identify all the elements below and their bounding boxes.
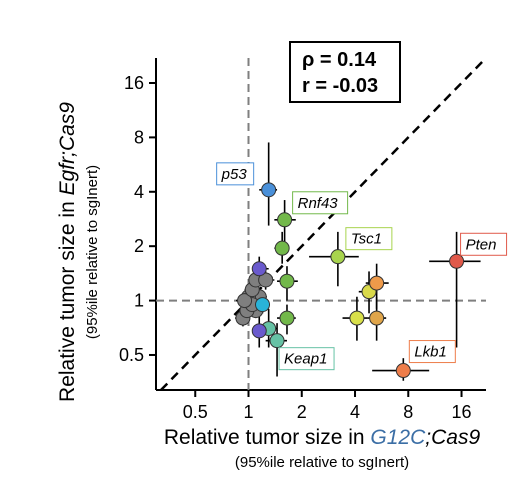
y-axis-subtitle: (95%ile relative to sgInert) — [84, 165, 101, 339]
y-tick-label: 1 — [134, 291, 144, 311]
y-tick-label: 16 — [124, 73, 144, 93]
data-point — [237, 293, 253, 309]
gene-label-box — [216, 162, 255, 186]
gene-label-box — [460, 232, 508, 256]
stats-box-frame — [289, 41, 401, 103]
gene-label-text: Lkb1 — [414, 344, 447, 361]
gene-label-text: p53 — [221, 166, 248, 183]
data-point — [369, 310, 385, 326]
gene-labels: p53 Rnf43 Tsc1 Pten Lkb1 Keap1 — [216, 162, 508, 371]
y-tick-label: 4 — [134, 182, 144, 202]
x-tick-label: 4 — [350, 402, 360, 422]
data-point — [251, 323, 267, 339]
data-point — [274, 240, 290, 256]
x-tick-label: 1 — [243, 402, 253, 422]
data-point — [279, 273, 295, 289]
gene-label-box — [292, 191, 349, 215]
gene-label-text: Pten — [466, 236, 497, 253]
gene-label-text: Keap1 — [284, 351, 327, 368]
data-point — [255, 297, 271, 313]
gene-label-rnf43: Rnf43 — [292, 191, 349, 215]
y-tick-label: 0.5 — [119, 345, 144, 365]
gene-label-tsc1: Tsc1 — [345, 227, 393, 251]
data-point — [251, 261, 267, 277]
stat-r: r = -0.03 — [302, 75, 378, 97]
y-tick-label: 8 — [134, 127, 144, 147]
stats-box: ρ = 0.14 r = -0.03 — [289, 41, 401, 103]
gene-label-box — [278, 347, 335, 371]
gene-label-box — [345, 227, 393, 251]
point-tsc1 — [330, 249, 346, 265]
gene-label-p53: p53 — [216, 162, 255, 186]
x-tick-label: 2 — [297, 402, 307, 422]
x-axis-subtitle: (95%ile relative to sgInert) — [235, 454, 409, 471]
point-keap1 — [269, 333, 285, 349]
y-axis-title: Relative tumor size in Egfr;Cas9 — [56, 102, 79, 402]
gene-label-lkb1: Lkb1 — [408, 340, 456, 364]
point-p53 — [261, 182, 277, 198]
gene-label-pten: Pten — [460, 232, 508, 256]
gene-label-keap1: Keap1 — [278, 347, 335, 371]
point-pten — [449, 253, 465, 269]
data-point — [258, 272, 274, 288]
axes — [155, 58, 486, 391]
data-points — [235, 182, 465, 379]
point-lkb1 — [395, 363, 411, 379]
data-point — [369, 275, 385, 291]
reference-lines — [156, 57, 487, 391]
gene-label-text: Tsc1 — [351, 231, 382, 248]
y-tick-label: 2 — [134, 236, 144, 256]
diagonal-reference-line — [160, 57, 487, 391]
gene-label-box — [408, 340, 456, 364]
point-rnf43 — [277, 212, 293, 228]
x-tick-label: 16 — [452, 402, 472, 422]
x-axis-title: Relative tumor size in G12C;Cas9 — [164, 426, 481, 449]
stat-rho: ρ = 0.14 — [302, 49, 377, 71]
gene-label-text: Rnf43 — [298, 195, 339, 212]
data-point — [349, 310, 365, 326]
x-tick-label: 0.5 — [183, 402, 208, 422]
x-tick-label: 8 — [403, 402, 413, 422]
y-ticks: 0.5 1 2 4 8 16 — [119, 73, 156, 365]
x-ticks: 0.5 1 2 4 8 16 — [183, 390, 472, 422]
data-point — [279, 310, 295, 326]
